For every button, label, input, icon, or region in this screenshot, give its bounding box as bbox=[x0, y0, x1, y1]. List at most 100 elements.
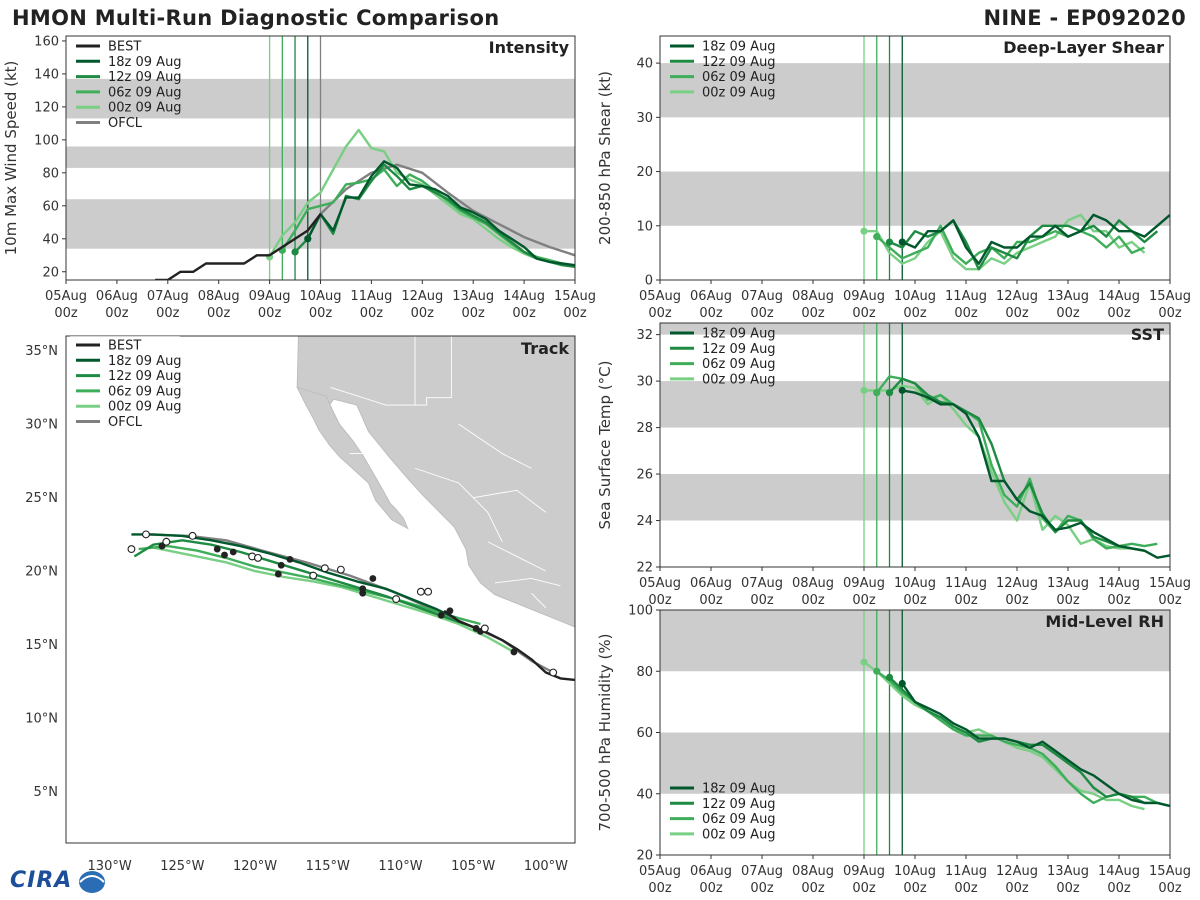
y-tick-label: 160 bbox=[34, 34, 59, 49]
plot-frame bbox=[65, 335, 576, 844]
series-ofcl-line bbox=[319, 163, 575, 257]
x-tick-label-date: 15Aug bbox=[1149, 864, 1191, 879]
track-forecast-circle bbox=[549, 668, 558, 677]
track-position-dot bbox=[229, 548, 237, 556]
x-tick-label-hour: 00z bbox=[954, 306, 978, 321]
x-tick-label-date: 08Aug bbox=[792, 576, 834, 591]
y-tick-label: 24 bbox=[636, 514, 653, 529]
series-18z-line bbox=[901, 682, 1170, 808]
series-18z-line bbox=[306, 160, 575, 267]
lat-tick-label: 10°N bbox=[25, 712, 58, 727]
series-00z-init-marker bbox=[860, 658, 868, 666]
track-position-dot bbox=[286, 555, 294, 563]
track-position-dot bbox=[213, 545, 221, 553]
x-tick-label-date: 09Aug bbox=[249, 289, 291, 304]
y-tick-label: 100 bbox=[34, 133, 59, 148]
cira-logo: CIRA bbox=[6, 866, 106, 898]
series-18z-line bbox=[902, 389, 1170, 559]
x-tick-label-hour: 00z bbox=[699, 306, 723, 321]
x-tick-label-date: 11Aug bbox=[350, 289, 392, 304]
series-12z-init-marker bbox=[291, 248, 299, 256]
threshold-band bbox=[660, 171, 1170, 226]
x-tick-label-hour: 00z bbox=[801, 593, 825, 608]
lon-tick-label: 110°W bbox=[378, 859, 422, 874]
panel-title: Track bbox=[521, 339, 569, 358]
x-tick-label-date: 15Aug bbox=[1149, 289, 1191, 304]
legend-label: 06z 09 Aug bbox=[108, 384, 182, 399]
x-tick-label-hour: 00z bbox=[156, 306, 180, 321]
track-forecast-circle bbox=[188, 531, 197, 540]
track-position-dot bbox=[274, 570, 282, 578]
y-tick-label: 100 bbox=[628, 604, 653, 619]
y-tick-label: 22 bbox=[636, 561, 653, 576]
state-border bbox=[330, 336, 452, 406]
track-forecast-circle bbox=[416, 587, 425, 596]
x-tick-label-date: 07Aug bbox=[741, 576, 783, 591]
x-tick-label-date: 09Aug bbox=[843, 576, 885, 591]
x-tick-label-hour: 00z bbox=[699, 881, 723, 896]
x-tick-label-date: 08Aug bbox=[792, 289, 834, 304]
x-tick-label-hour: 00z bbox=[1158, 306, 1182, 321]
y-tick-label: 40 bbox=[636, 57, 653, 72]
x-tick-label-date: 06Aug bbox=[690, 289, 732, 304]
logo-globe bbox=[79, 871, 105, 893]
x-tick-label-hour: 00z bbox=[1107, 593, 1131, 608]
legend-label: 00z 09 Aug bbox=[702, 372, 776, 387]
y-axis-label: Sea Surface Temp (°C) bbox=[596, 360, 614, 529]
x-tick-label-date: 12Aug bbox=[996, 864, 1038, 879]
x-tick-label-date: 09Aug bbox=[843, 289, 885, 304]
legend-label: 06z 09 Aug bbox=[702, 357, 776, 372]
series-12z-line bbox=[889, 219, 1159, 271]
page-title: HMON Multi-Run Diagnostic Comparison bbox=[12, 6, 500, 30]
panel-rh: 20 40 60 80 100 05Aug 00z 06Aug 00z 07Aug 00z 08Aug… bbox=[596, 604, 1191, 897]
y-tick-label: 26 bbox=[636, 468, 653, 483]
x-tick-label-date: 10Aug bbox=[894, 864, 936, 879]
x-tick-label-hour: 00z bbox=[360, 306, 384, 321]
series-best-line bbox=[155, 213, 322, 280]
y-tick-label: 60 bbox=[42, 199, 59, 214]
series-00z-line bbox=[864, 384, 1132, 550]
lat-tick-label: 30°N bbox=[25, 418, 58, 433]
x-tick-label-date: 10Aug bbox=[894, 289, 936, 304]
panel-title: SST bbox=[1131, 325, 1164, 344]
track-forecast-circle bbox=[309, 571, 318, 580]
legend-label: 00z 09 Aug bbox=[702, 827, 776, 842]
lat-tick-label: 5°N bbox=[34, 785, 59, 800]
threshold-band bbox=[660, 610, 1170, 672]
x-tick-label-date: 08Aug bbox=[198, 289, 240, 304]
x-tick-label-hour: 00z bbox=[1107, 881, 1131, 896]
x-tick-label-hour: 00z bbox=[699, 593, 723, 608]
x-tick-label-hour: 00z bbox=[852, 306, 876, 321]
x-tick-label-date: 13Aug bbox=[1047, 576, 1089, 591]
series-00z-init-marker bbox=[860, 227, 868, 235]
legend-label: 00z 09 Aug bbox=[702, 85, 776, 100]
series-18z-init-marker bbox=[898, 679, 906, 688]
baja-california-land bbox=[296, 386, 409, 530]
x-tick-label-date: 14Aug bbox=[1098, 576, 1140, 591]
panel-title: Deep-Layer Shear bbox=[1003, 38, 1164, 57]
panel-sst: 22 24 26 28 30 32 05Aug 00z 06Aug 00z 07Aug 00z 08Au… bbox=[596, 322, 1191, 608]
legend-label: 06z 09 Aug bbox=[702, 812, 776, 827]
threshold-band bbox=[660, 732, 1170, 794]
x-tick-label-hour: 00z bbox=[903, 881, 927, 896]
x-tick-label-hour: 00z bbox=[750, 593, 774, 608]
track-position-dot bbox=[369, 575, 377, 582]
legend-label: 12z 09 Aug bbox=[108, 369, 182, 384]
x-tick-label-hour: 00z bbox=[648, 881, 672, 896]
x-tick-label-date: 13Aug bbox=[452, 289, 494, 304]
legend-label: 12z 09 Aug bbox=[108, 70, 182, 85]
y-axis-label: 10m Max Wind Speed (kt) bbox=[2, 61, 20, 256]
x-tick-label-date: 05Aug bbox=[45, 289, 87, 304]
track-18z-line bbox=[131, 533, 457, 620]
y-tick-label: 60 bbox=[636, 726, 653, 741]
x-tick-label-hour: 00z bbox=[1158, 881, 1182, 896]
series-12z-init-marker bbox=[885, 673, 894, 681]
x-tick-label-date: 15Aug bbox=[1149, 576, 1191, 591]
x-tick-label-hour: 00z bbox=[462, 306, 486, 321]
x-tick-label-date: 13Aug bbox=[1047, 289, 1089, 304]
x-tick-label-hour: 00z bbox=[563, 306, 587, 321]
x-tick-label-date: 11Aug bbox=[945, 864, 987, 879]
